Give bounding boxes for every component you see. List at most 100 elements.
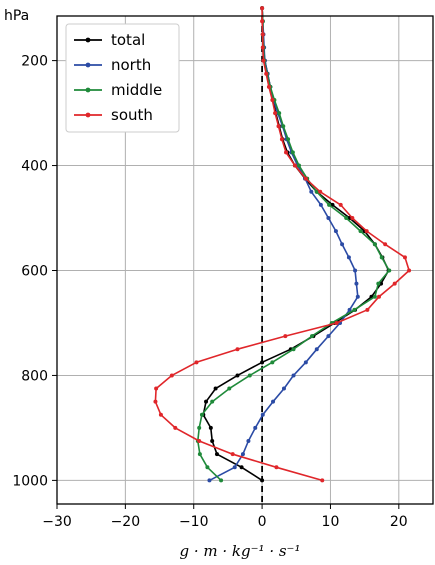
data-point-south	[273, 111, 278, 116]
data-point-total	[260, 478, 265, 483]
series-south	[153, 6, 412, 483]
data-point-south	[350, 216, 355, 221]
data-point-middle	[344, 216, 349, 221]
data-point-north	[346, 255, 351, 260]
data-point-total	[235, 373, 240, 378]
data-point-total	[214, 452, 219, 457]
data-point-middle	[270, 360, 275, 365]
y-tick-label: 800	[21, 368, 48, 384]
data-point-north	[253, 425, 258, 430]
data-point-total	[204, 399, 209, 404]
data-point-south	[392, 281, 397, 286]
data-point-north	[353, 268, 358, 273]
data-point-middle	[376, 281, 381, 286]
data-point-south	[364, 229, 369, 234]
x-tick-label: −20	[111, 514, 141, 530]
legend-label-total: total	[111, 31, 145, 49]
data-point-north	[347, 307, 352, 312]
data-point-north	[303, 360, 308, 365]
data-point-north	[314, 347, 319, 352]
data-point-north	[246, 439, 251, 444]
x-axis-label: g · m · kg⁻¹ · s⁻¹	[180, 542, 301, 560]
data-point-south	[320, 478, 325, 483]
series-middle	[195, 6, 392, 483]
data-point-total	[210, 439, 215, 444]
plot-frame	[56, 15, 434, 505]
legend-item-south: south	[74, 106, 153, 124]
data-point-south	[318, 189, 323, 194]
series-line-total	[202, 8, 390, 482]
data-point-total	[213, 386, 218, 391]
data-point-south	[169, 373, 174, 378]
data-point-south	[376, 294, 381, 299]
data-point-middle	[210, 399, 215, 404]
x-tick-label: 10	[322, 514, 340, 530]
data-point-north	[326, 216, 331, 221]
data-point-south	[260, 32, 265, 37]
data-point-south	[194, 360, 199, 365]
legend-label-north: north	[111, 56, 151, 74]
data-point-total	[239, 465, 244, 470]
y-tick-label: 400	[21, 159, 48, 175]
data-point-south	[407, 268, 412, 273]
data-point-north	[291, 373, 296, 378]
data-point-middle	[327, 202, 332, 207]
series-line-north	[209, 8, 359, 482]
data-point-middle	[372, 294, 377, 299]
data-point-middle	[314, 189, 319, 194]
x-tick-label: −30	[42, 514, 72, 530]
data-point-middle	[281, 124, 286, 129]
data-point-middle	[379, 255, 384, 260]
data-point-south	[260, 19, 265, 24]
legend-label-middle: middle	[111, 81, 162, 99]
x-tick-label: 20	[390, 514, 408, 530]
data-point-north	[240, 452, 245, 457]
data-point-south	[303, 176, 308, 181]
data-point-south	[365, 307, 370, 312]
y-tick-label: 1000	[12, 473, 48, 489]
data-point-middle	[277, 111, 282, 116]
data-point-south	[261, 58, 266, 63]
legend-marker-south	[85, 112, 91, 118]
y-tick-label: 600	[21, 263, 48, 279]
legend-label-south: south	[111, 106, 153, 124]
data-point-south	[284, 150, 289, 155]
data-point-south	[154, 386, 159, 391]
data-point-total	[260, 360, 265, 365]
data-point-north	[354, 281, 359, 286]
series-north	[207, 6, 360, 483]
data-point-north	[271, 399, 276, 404]
data-point-south	[264, 71, 269, 76]
data-point-middle	[372, 242, 377, 247]
data-point-south	[279, 137, 284, 142]
legend-item-north: north	[74, 56, 151, 74]
data-point-south	[338, 202, 343, 207]
data-point-south	[276, 124, 281, 129]
data-point-south	[158, 412, 163, 417]
legend-item-middle: middle	[74, 81, 162, 99]
data-point-middle	[290, 150, 295, 155]
data-point-north	[318, 202, 323, 207]
data-point-middle	[286, 137, 291, 142]
data-point-south	[334, 320, 339, 325]
data-point-middle	[358, 229, 363, 234]
data-point-south	[270, 97, 275, 102]
data-point-middle	[247, 373, 252, 378]
data-point-south	[173, 425, 178, 430]
data-point-north	[281, 386, 286, 391]
legend-item-total: total	[74, 31, 145, 49]
series-total	[201, 6, 391, 483]
data-point-south	[266, 84, 271, 89]
legend-marker-middle	[85, 87, 91, 93]
data-point-north	[207, 478, 212, 483]
data-point-middle	[309, 334, 314, 339]
data-point-south	[402, 255, 407, 260]
data-point-north	[309, 189, 314, 194]
legend-marker-north	[85, 62, 91, 68]
data-point-north	[232, 465, 237, 470]
data-point-north	[260, 412, 265, 417]
data-point-middle	[291, 347, 296, 352]
data-point-middle	[227, 386, 232, 391]
data-point-south	[197, 439, 202, 444]
